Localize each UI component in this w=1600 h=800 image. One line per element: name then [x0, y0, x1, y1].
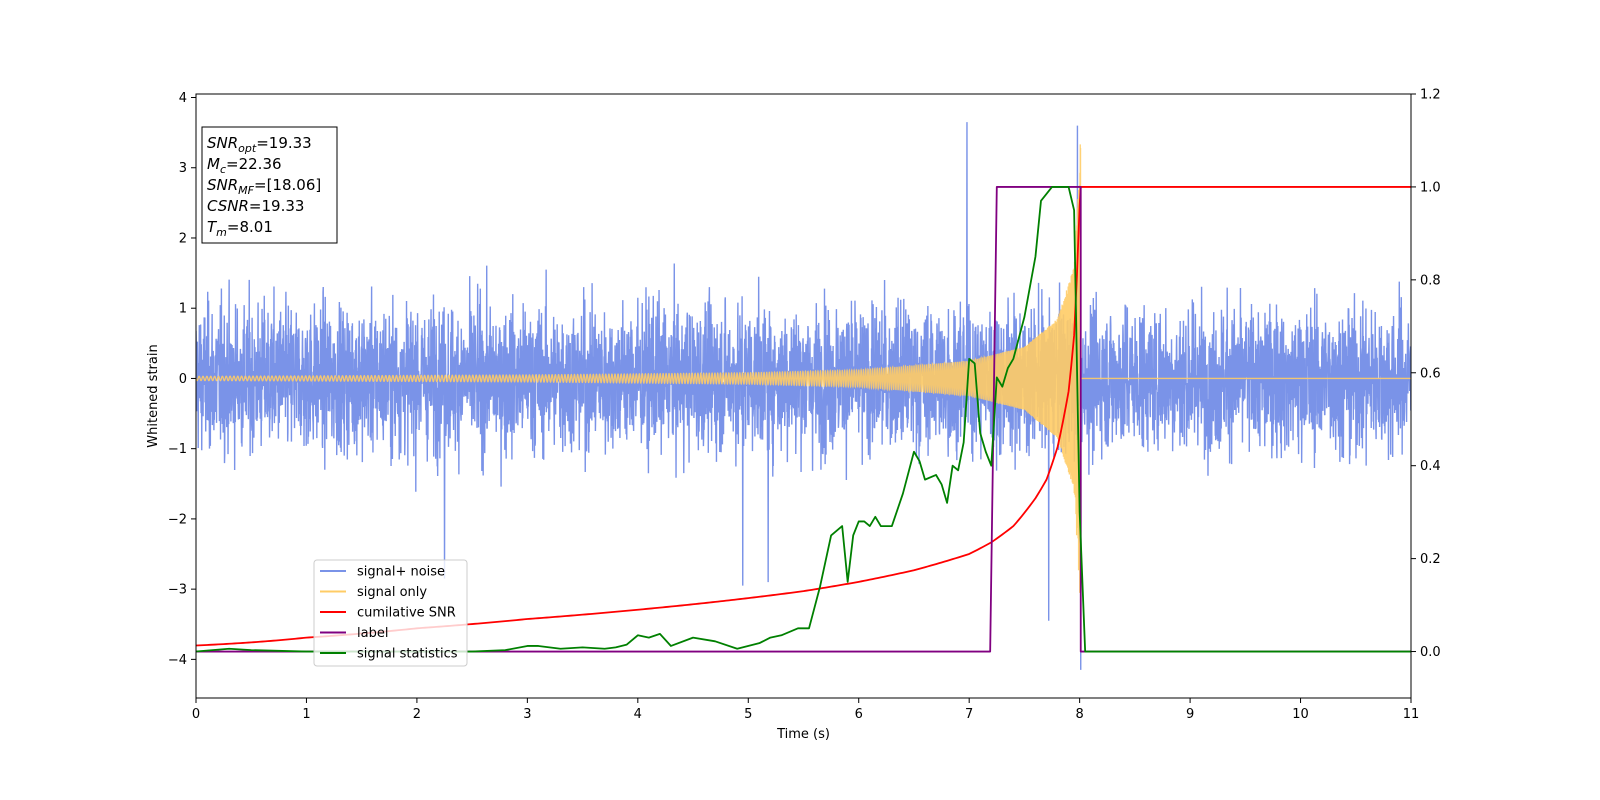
y-tick-label: 2 [179, 231, 187, 246]
y2-tick-label: 0.0 [1420, 645, 1441, 660]
plot-frame [195, 93, 1412, 699]
series-signal-statistics [196, 186, 1411, 653]
info-box-line: Mc=22.36 [207, 155, 282, 176]
y2-tick-label: 0.4 [1420, 459, 1441, 474]
info-box: SNRopt=19.33Mc=22.36SNRMF=[18.06]CSNR=19… [201, 126, 338, 244]
legend-item-cumulative-snr: cumilative SNR [357, 606, 456, 621]
legend-frame [313, 559, 468, 667]
info-box-line: CSNR=19.33 [207, 197, 304, 215]
y-tick-label: −3 [168, 583, 187, 598]
x-tick-label: 2 [413, 707, 421, 722]
x-tick-label: 6 [855, 707, 863, 722]
x-tick-label: 3 [523, 707, 531, 722]
y-tick-label: 4 [179, 91, 187, 106]
x-tick-label: 0 [192, 707, 200, 722]
y-tick-label: 0 [179, 372, 187, 387]
y-tick-label: −1 [168, 442, 187, 457]
series-signal-only [196, 144, 1411, 614]
x-tick-label: 7 [965, 707, 973, 722]
x-tick-label: 11 [1403, 707, 1420, 722]
y-tick-label: −2 [168, 512, 187, 527]
x-tick-label: 10 [1292, 707, 1309, 722]
y2-tick-label: 1.0 [1420, 180, 1441, 195]
y-tick-label: −4 [168, 653, 187, 668]
y-axis-label: Whitened strain [146, 344, 161, 447]
y-tick-label: 3 [179, 161, 187, 176]
legend: signal+ noise signal only cumilative SNR la… [313, 559, 468, 667]
x-tick-label: 8 [1075, 707, 1083, 722]
info-box-line: Tm=8.01 [207, 218, 273, 239]
x-tick-label: 9 [1186, 707, 1194, 722]
x-tick-label: 4 [634, 707, 642, 722]
legend-item-signal-statistics: signal statistics [357, 647, 458, 662]
legend-item-label: label [357, 626, 388, 641]
y2-tick-label: 0.8 [1420, 273, 1441, 288]
info-box-line: SNRopt=19.33 [207, 134, 312, 155]
info-box-frame [201, 126, 338, 244]
legend-item-signal-noise: signal+ noise [357, 565, 445, 580]
info-box-line: SNRMF=[18.06] [207, 176, 321, 197]
y2-tick-label: 0.2 [1420, 552, 1441, 567]
x-tick-label: 5 [744, 707, 752, 722]
legend-item-signal-only: signal only [357, 585, 427, 600]
series-signal-noise [196, 122, 1411, 670]
y2-tick-label: 0.6 [1420, 366, 1441, 381]
x-tick-label: 1 [302, 707, 310, 722]
axes-layer: 0 1 2 3 4 5 6 7 8 9 10 11 −4 −3 −2 −1 0 1 2 3 4 0.0 0.2 0.4 0.6 0… [168, 88, 1441, 723]
y-tick-label: 1 [179, 302, 187, 317]
x-axis-label: Time (s) [776, 727, 830, 742]
y2-tick-label: 1.2 [1420, 88, 1441, 103]
